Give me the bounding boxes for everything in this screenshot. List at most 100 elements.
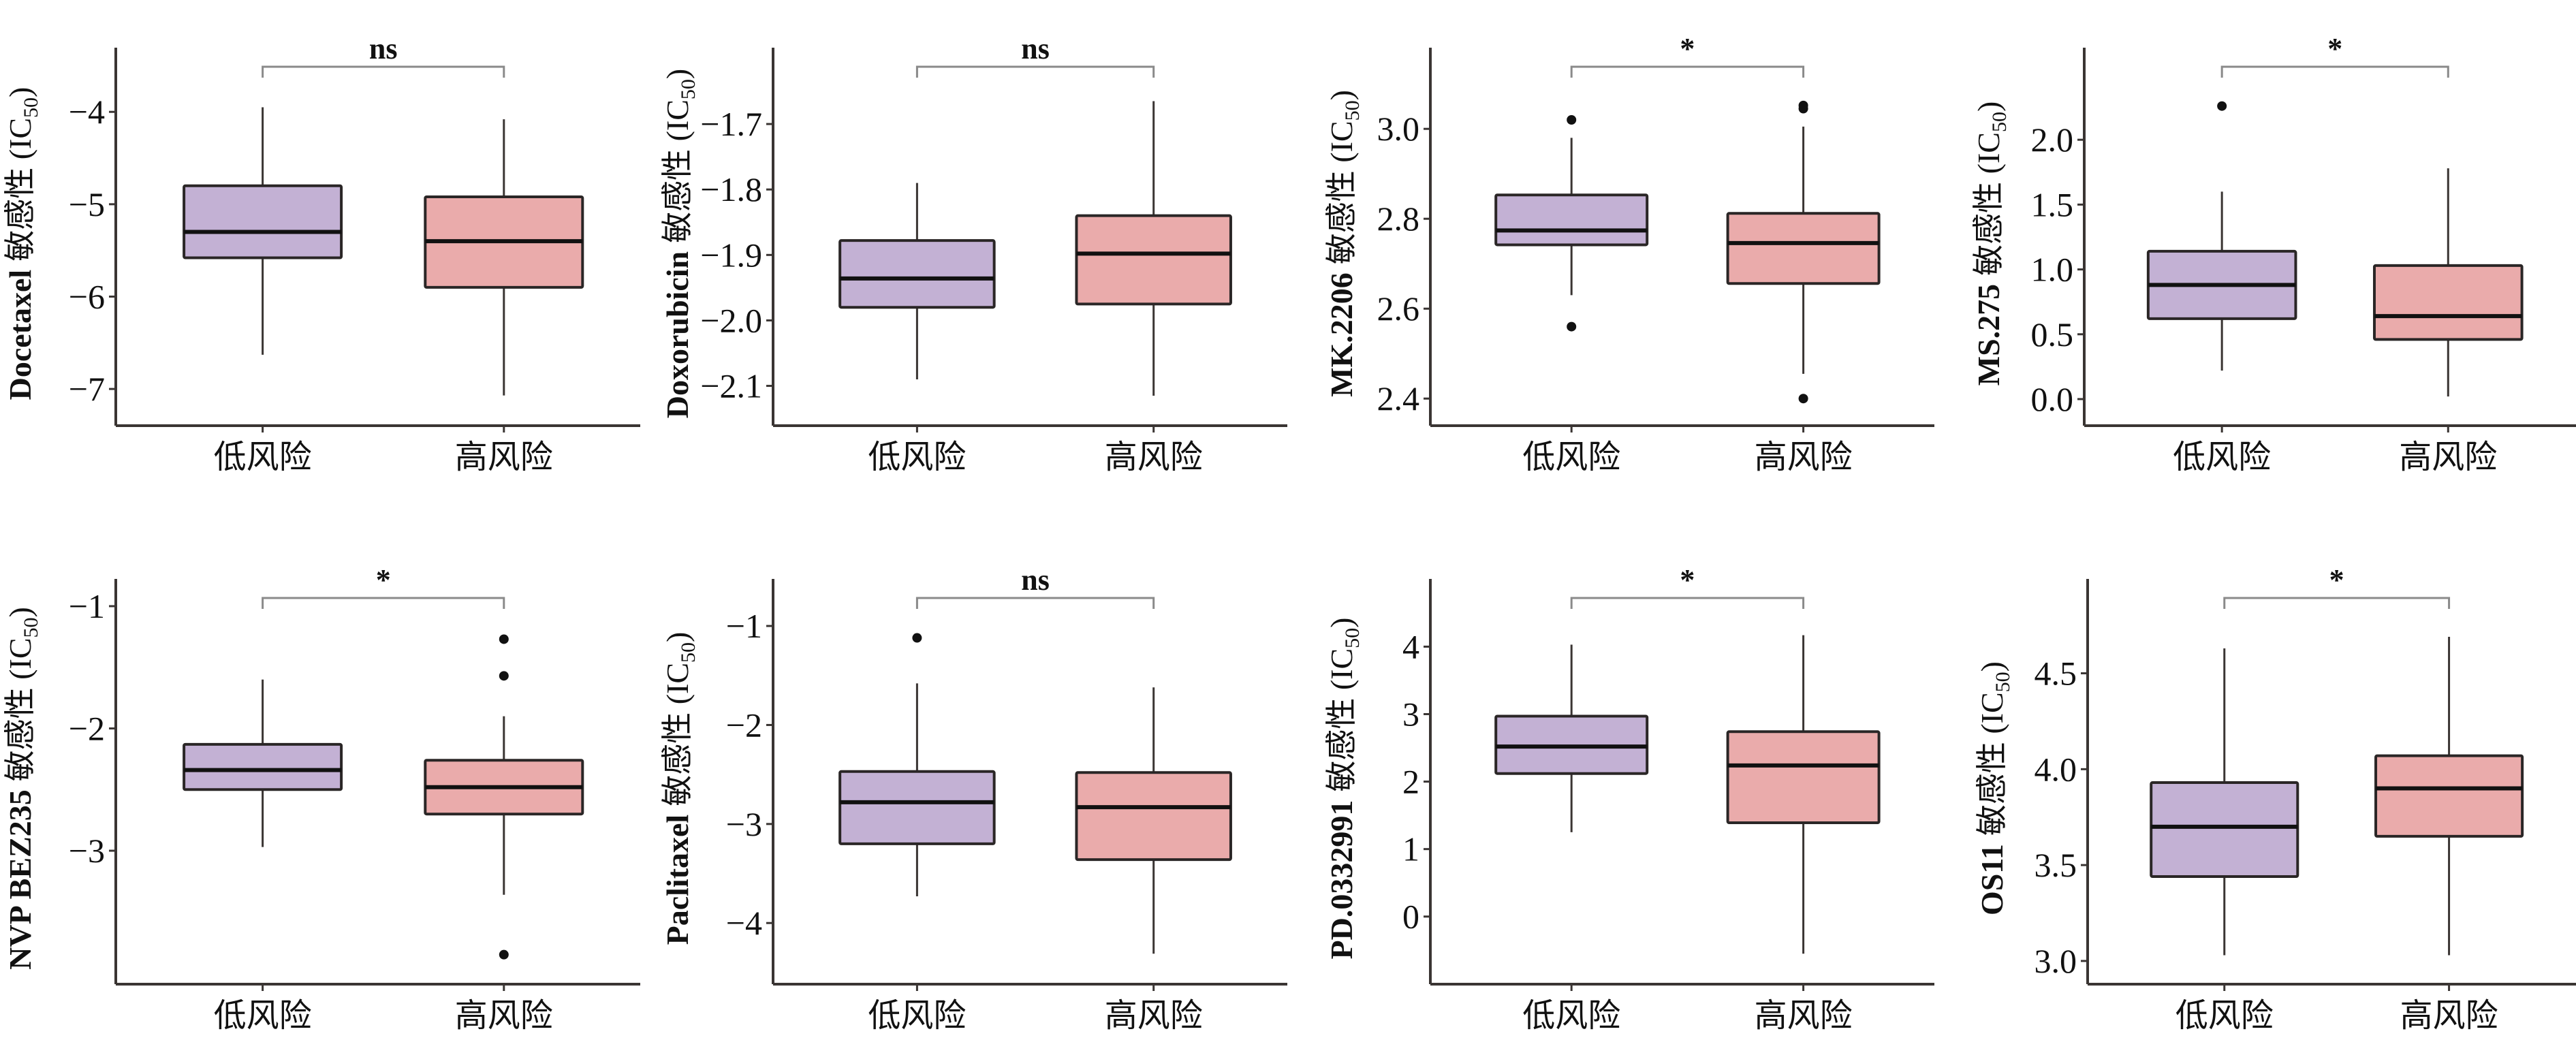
significance-label: ns: [1021, 32, 1050, 65]
boxplot-svg: 2.0 1.5 1.0 0.5 0.0 低风险 高风险 MS.275 敏感性 (IC50) *: [1971, 32, 2576, 476]
boxplot-svg: 4 3 2 1 0 低风险 高风险 PD.0332991 敏感性 (IC50) *: [1324, 563, 1934, 1035]
significance-label: ns: [1021, 563, 1050, 597]
box-high-risk: [2374, 754, 2524, 838]
y-axis-label-drug: Docetaxel: [3, 270, 37, 400]
y-axis-label-close: ): [660, 632, 695, 642]
outlier-point: [499, 671, 509, 681]
y-axis-label-drug: MS.275: [1971, 284, 2006, 386]
boxplot-svg: 3.0 2.8 2.6 2.4 低风险 高风险 MK.2206 敏感性 (IC50) *: [1324, 32, 1934, 476]
y-tick-label: 0: [1402, 898, 1419, 936]
y-axis-label-close: ): [1324, 618, 1359, 628]
y-axis-label-subscript: 50: [20, 617, 42, 637]
y-tick-label: 0.0: [2031, 380, 2074, 418]
y-tick-label: −1: [69, 587, 105, 625]
significance-bracket: [262, 65, 505, 78]
x-category-label: 低风险: [214, 996, 312, 1035]
y-tick-label: −3: [726, 805, 762, 843]
y-tick-label: 3.0: [1377, 110, 1420, 148]
box-low-risk: [838, 239, 996, 309]
box-high-risk: [1075, 771, 1232, 862]
y-axis-label-close: ): [1975, 661, 2009, 672]
significance-label: *: [2327, 32, 2342, 65]
x-category-label: 低风险: [868, 996, 966, 1035]
y-tick-label: −1.9: [700, 236, 762, 274]
y-axis-label: Doxorubicin 敏感性 (IC50): [660, 69, 700, 419]
y-tick-label: 0.5: [2031, 315, 2074, 353]
y-axis-label-subscript: 50: [1341, 628, 1364, 648]
x-category-label: 高风险: [2400, 996, 2498, 1035]
y-axis-label-subscript: 50: [20, 97, 42, 118]
y-tick-label: 4.0: [2035, 750, 2077, 788]
y-axis-label-close: ): [660, 69, 695, 79]
x-category-label: 高风险: [455, 438, 553, 476]
x-category-label: 高风险: [1755, 996, 1853, 1035]
y-axis-label-close: ): [3, 87, 37, 97]
boxplot-panel-paclitaxel: −1 −2 −3 −4 低风险 高风险 Paclitaxel 敏感性 (IC50) ns: [647, 531, 1291, 1049]
box-low-risk: [183, 742, 343, 791]
x-category-label: 低风险: [868, 438, 966, 476]
y-tick-label: 1.0: [2031, 251, 2074, 289]
outlier-point: [2217, 101, 2227, 111]
outlier-point: [1798, 394, 1808, 404]
y-tick-label: 2.6: [1377, 289, 1420, 328]
y-axis-label-close: ): [1971, 101, 2006, 112]
boxplot-svg: −4 −5 −6 −7 低风险 高风险 Docetaxel 敏感性 (IC50) ns: [3, 32, 640, 476]
y-axis-label-subscript: 50: [1341, 100, 1364, 121]
y-tick-label: −7: [69, 370, 105, 408]
y-tick-label: −2.0: [700, 301, 762, 339]
y-axis-label: MS.275 敏感性 (IC50): [1971, 101, 2011, 386]
x-category-label: 高风险: [1105, 438, 1203, 476]
y-axis-label-subscript: 50: [1992, 672, 2014, 692]
boxplot-panel-nvp-bez235: −1 −2 −3 低风险 高风险 NVP BEZ235 敏感性 (IC50) *: [0, 531, 644, 1049]
outlier-point: [1567, 321, 1577, 332]
boxplot-svg: −1.7 −1.8 −1.9 −2.0 −2.1 低风险 高风险 Doxorubicin 敏感性…: [660, 32, 1287, 476]
boxplot-panel-ms-275: 2.0 1.5 1.0 0.5 0.0 低风险 高风险 MS.275 敏感性 (IC50) *: [1941, 0, 2576, 518]
box-low-risk: [183, 184, 343, 259]
y-axis-label-drug: OS11: [1975, 844, 2009, 915]
y-tick-label: 4: [1402, 627, 1419, 665]
y-tick-label: 1.5: [2031, 185, 2074, 223]
outlier-point: [1567, 115, 1577, 125]
y-tick-label: −1.8: [700, 170, 762, 208]
x-category-label: 高风险: [1755, 438, 1853, 476]
significance-bracket: [1570, 597, 1805, 609]
significance-bracket: [2220, 65, 2449, 78]
y-axis-label-subscript: 50: [677, 79, 700, 99]
y-axis-label: NVP BEZ235 敏感性 (IC50): [3, 607, 42, 970]
x-category-label: 低风险: [2176, 996, 2274, 1035]
outlier-point: [1798, 100, 1808, 110]
y-tick-label: −2.1: [700, 367, 762, 405]
y-axis-label-close: ): [3, 607, 37, 617]
outlier-point: [499, 949, 509, 960]
x-category-label: 低风险: [1522, 996, 1620, 1035]
y-tick-label: −4: [726, 904, 762, 942]
y-axis-label-text: 敏感性 (IC: [1324, 121, 1359, 264]
y-tick-label: −2: [726, 706, 762, 744]
boxplot-panel-doxorubicin: −1.7 −1.8 −1.9 −2.0 −2.1 低风险 高风险 Doxorubicin 敏感性…: [647, 0, 1291, 518]
y-axis-label: Paclitaxel 敏感性 (IC50): [660, 632, 700, 945]
box-low-risk: [2150, 781, 2299, 879]
y-tick-label: −1: [726, 607, 762, 645]
boxplot-panel-mk-2206: 3.0 2.8 2.6 2.4 低风险 高风险 MK.2206 敏感性 (IC50) *: [1294, 0, 1938, 518]
y-axis-label-subscript: 50: [1988, 112, 2011, 132]
significance-label: *: [376, 563, 391, 597]
x-category-label: 低风险: [2173, 438, 2271, 476]
y-axis-label-drug: PD.0332991: [1324, 800, 1359, 960]
y-axis-label-text: 敏感性 (IC: [3, 637, 37, 781]
y-axis-label: MK.2206 敏感性 (IC50): [1324, 90, 1364, 397]
y-axis-label-text: 敏感性 (IC: [1975, 692, 2009, 836]
x-category-label: 低风险: [1522, 438, 1620, 476]
y-axis-label-subscript: 50: [677, 642, 700, 663]
y-axis-label-drug: MK.2206: [1324, 272, 1359, 397]
x-category-label: 高风险: [1105, 996, 1203, 1035]
box-high-risk: [1726, 730, 1881, 825]
significance-bracket: [262, 597, 505, 609]
y-tick-label: −4: [69, 93, 105, 131]
y-axis-label: PD.0332991 敏感性 (IC50): [1324, 618, 1364, 960]
outlier-point: [499, 634, 509, 644]
y-tick-label: −1.7: [700, 105, 762, 143]
x-category-label: 高风险: [2399, 438, 2497, 476]
y-tick-label: −2: [69, 710, 105, 748]
y-tick-label: −3: [69, 832, 105, 870]
y-axis-label-text: 敏感性 (IC: [1971, 132, 2006, 276]
